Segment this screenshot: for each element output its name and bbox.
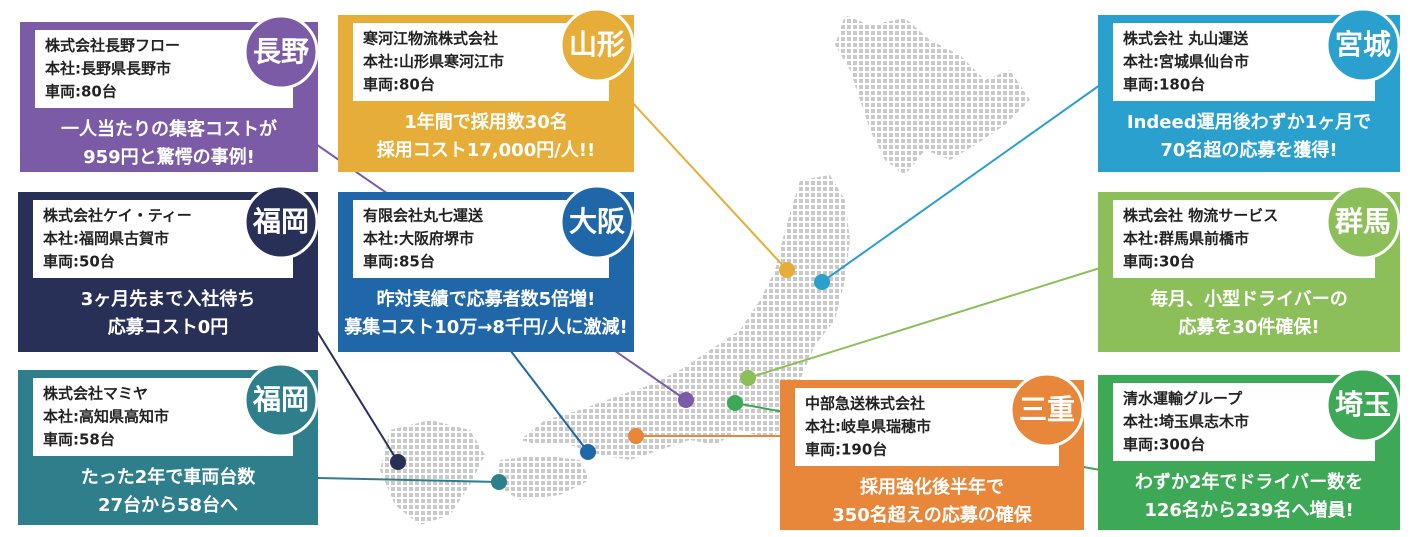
location-dot (628, 428, 644, 444)
location-dot (678, 392, 694, 408)
info-company: 株式会社 丸山運送 (1123, 30, 1249, 48)
case-map: 株式会社長野フロー本社:長野県長野市車両:80台長野一人当たりの集客コストが95… (0, 0, 1410, 533)
region-label: 長野 (253, 35, 309, 68)
info-vehicles: 車両:85台 (363, 253, 435, 271)
headline: わずか2年でドライバー数を (1135, 471, 1363, 493)
headline: 採用コスト17,000円/人!! (377, 139, 595, 161)
headline: 一人当たりの集客コストが (61, 118, 277, 140)
headline: 応募コスト0円 (108, 316, 229, 338)
region-label: 山形 (569, 28, 625, 61)
region-label: 三重 (1019, 393, 1075, 426)
leader-line (630, 100, 787, 270)
info-vehicles: 車両:30台 (1123, 253, 1195, 271)
info-hq: 本社:高知県高知市 (43, 408, 169, 426)
info-company: 株式会社ケイ・ティー (43, 207, 192, 225)
location-dot (491, 474, 507, 490)
headline: 27台から58台へ (98, 494, 238, 516)
info-hq: 本社:群馬県前橋市 (1123, 230, 1249, 248)
case-cards: 株式会社長野フロー本社:長野県長野市車両:80台長野一人当たりの集客コストが95… (18, 9, 1400, 530)
headline: 採用強化後半年で (860, 476, 1004, 498)
location-dot (727, 395, 743, 411)
location-dot (779, 262, 795, 278)
info-vehicles: 車両:180台 (1123, 76, 1205, 94)
headline: 毎月、小型ドライバーの (1150, 288, 1348, 310)
info-company: 株式会社長野フロー (45, 37, 180, 55)
location-dot (390, 454, 406, 470)
headline: 募集コスト10万→8千円/人に激減! (343, 316, 627, 338)
headline: 応募を30件確保! (1178, 316, 1319, 338)
location-dot (814, 274, 830, 290)
info-hq: 本社:福岡県古賀市 (43, 230, 169, 248)
info-company: 有限会社丸七運送 (363, 207, 484, 225)
info-hq: 本社:埼玉県志木市 (1123, 413, 1249, 431)
headline: 70名超の応募を獲得! (1160, 139, 1337, 161)
region-label: 福岡 (252, 383, 309, 416)
info-hq: 本社:長野県長野市 (45, 60, 171, 78)
info-hq: 本社:大阪府堺市 (363, 230, 474, 248)
region-label: 宮城 (1335, 28, 1391, 61)
region-label: 埼玉 (1335, 388, 1391, 421)
info-vehicles: 車両:50台 (43, 253, 115, 271)
region-label: 福岡 (252, 205, 309, 238)
headline: 3ヶ月先まで入社待ち (81, 288, 256, 310)
info-company: 寒河江物流株式会社 (363, 30, 498, 48)
headline: Indeed運用後わずか1ヶ月で (1127, 111, 1371, 133)
location-dot (580, 444, 596, 460)
info-vehicles: 車両:80台 (363, 76, 435, 94)
headline: 959円と驚愕の事例! (83, 146, 255, 168)
headline: 1年間で採用数30名 (404, 111, 568, 133)
region-label: 大阪 (569, 205, 625, 238)
info-vehicles: 車両:300台 (1123, 436, 1205, 454)
info-vehicles: 車両:190台 (805, 441, 887, 459)
headline: たった2年で車両台数 (81, 466, 257, 488)
info-hq: 本社:岐阜県瑞穂市 (805, 418, 931, 436)
region-label: 群馬 (1335, 205, 1391, 238)
headline: 昨対実績で応募者数5倍増! (377, 288, 596, 310)
headline: 126名から239名へ増員! (1144, 499, 1353, 521)
info-company: 株式会社 物流サービス (1123, 207, 1278, 225)
location-dot (740, 370, 756, 386)
info-vehicles: 車両:58台 (43, 431, 115, 449)
info-company: 株式会社マミヤ (43, 385, 148, 403)
info-hq: 本社:山形県寒河江市 (363, 53, 504, 71)
headline: 350名超えの応募の確保 (832, 504, 1033, 526)
info-company: 清水運輸グループ (1123, 390, 1243, 408)
info-company: 中部急送株式会社 (805, 395, 925, 413)
info-hq: 本社:宮城県仙台市 (1123, 53, 1249, 71)
info-vehicles: 車両:80台 (45, 83, 117, 101)
